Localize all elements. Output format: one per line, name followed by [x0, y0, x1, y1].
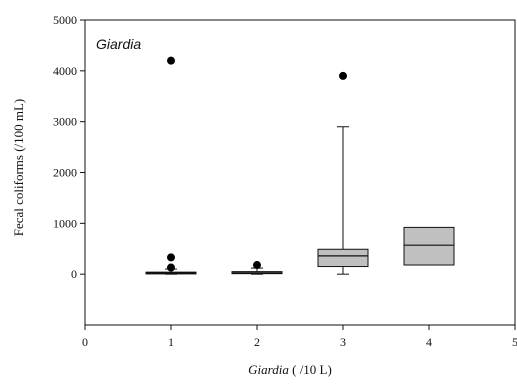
outlier-point	[167, 263, 175, 272]
box-group	[317, 71, 369, 275]
x-tick-label: 3	[340, 335, 346, 349]
x-axis-label-rest: ( /10 L)	[289, 362, 332, 377]
plot-frame	[84, 19, 516, 326]
box-iqr	[317, 248, 369, 268]
box-iqr	[403, 226, 455, 266]
outlier-point	[253, 261, 261, 270]
y-tick-label: 0	[71, 267, 77, 281]
y-tick-label: 2000	[53, 166, 77, 180]
box-group	[231, 261, 283, 275]
box-group	[145, 56, 197, 275]
x-tick-label: 1	[168, 335, 174, 349]
outlier-point	[167, 253, 175, 262]
y-axis-label: Fecal coliforms (/100 mL)	[11, 99, 26, 237]
y-tick-label: 3000	[53, 115, 77, 129]
x-axis-label: Giardia ( /10 L)	[248, 362, 332, 377]
outlier-point	[339, 71, 347, 80]
y-tick-label: 4000	[53, 64, 77, 78]
box-series	[145, 56, 455, 275]
y-tick-label: 5000	[53, 13, 77, 27]
x-tick-label: 2	[254, 335, 260, 349]
x-tick-label: 0	[82, 335, 88, 349]
y-axis-ticks: 0 1000 2000 3000 4000 5000	[53, 13, 85, 281]
outlier-point	[167, 56, 175, 65]
x-axis-label-italic: Giardia	[248, 362, 289, 377]
x-tick-label: 5	[512, 335, 517, 349]
y-tick-label: 1000	[53, 216, 77, 230]
box-group	[403, 226, 455, 266]
panel-label: Giardia	[96, 36, 141, 52]
x-axis-ticks: 0 1 2 3 4 5	[82, 325, 517, 349]
x-tick-label: 4	[426, 335, 432, 349]
